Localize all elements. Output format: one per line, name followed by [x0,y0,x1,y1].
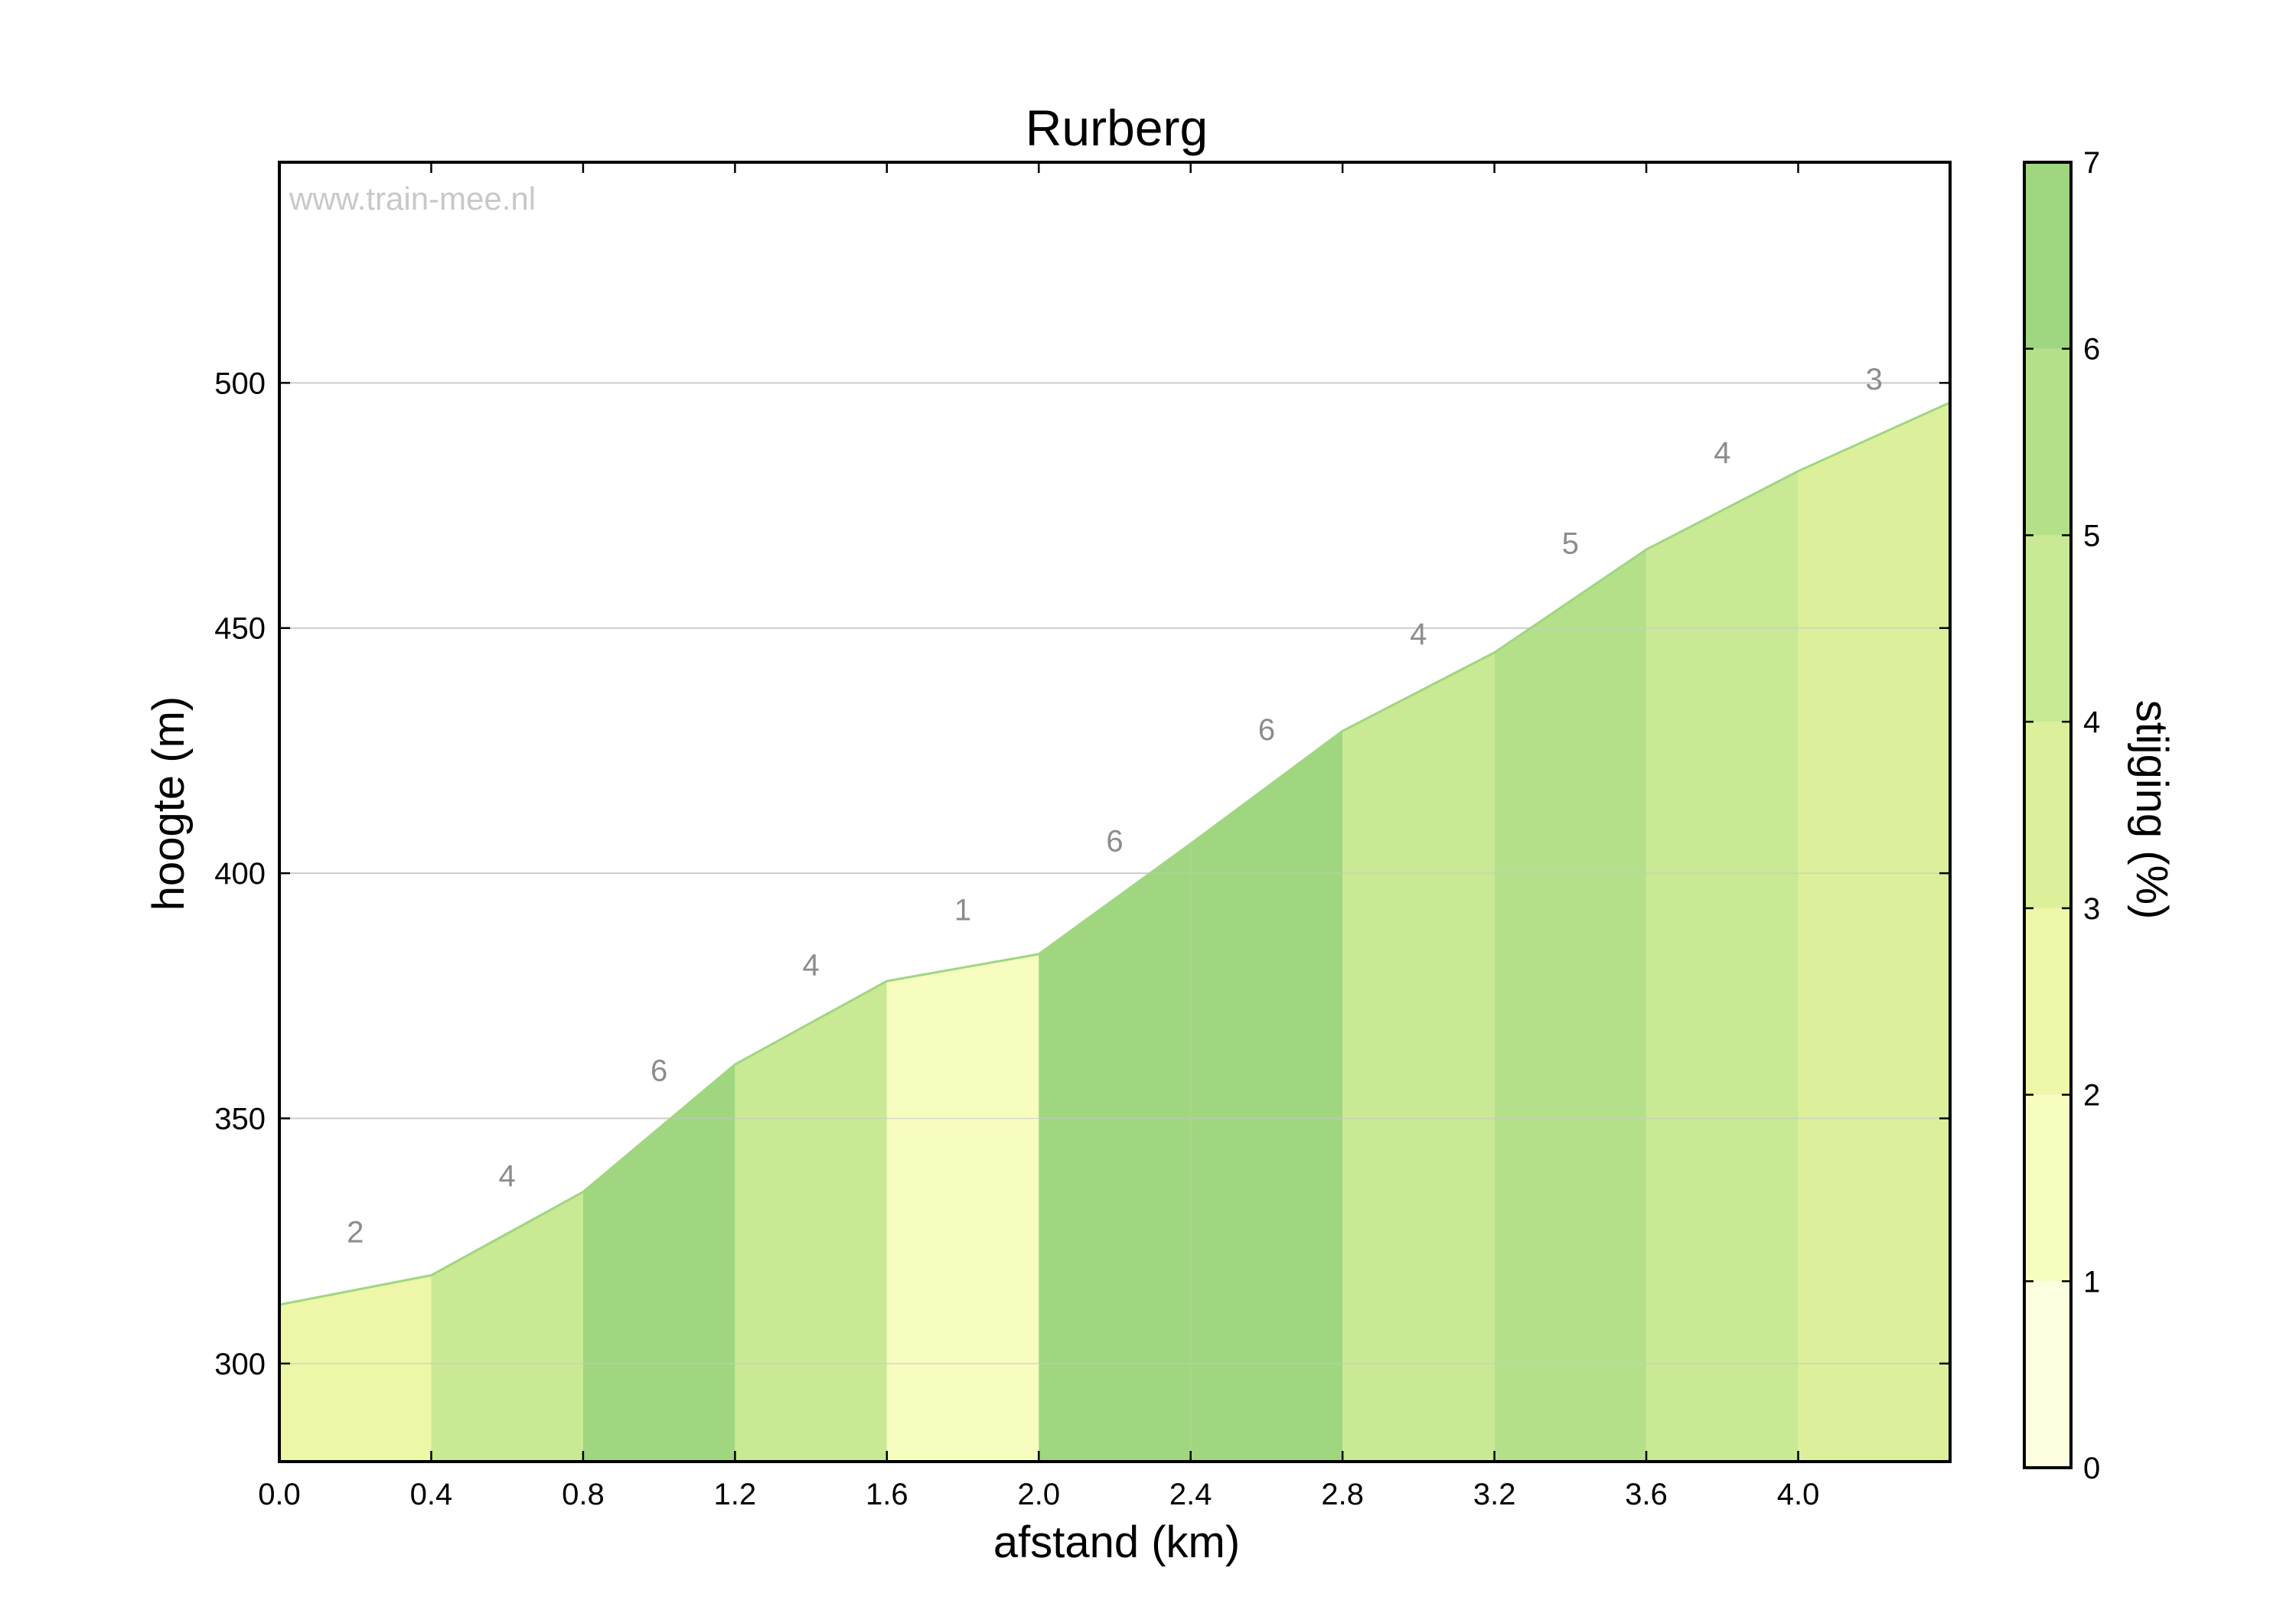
profile-segment [1190,731,1343,1462]
y-tick-label: 300 [214,1348,266,1381]
profile-segment [1494,549,1647,1462]
profile-segment [431,1191,583,1462]
profile-segment [279,1275,432,1462]
plot-area: 2 4 6 4 1 6 6 4 5 4 3 0.0 0.4 0.8 1.2 1.6 2.0 2.4 2.8 3.2 3.… [214,161,1952,1511]
plot-frame [278,161,1952,1463]
colorbar-tick-label: 7 [2083,146,2100,180]
profile-segment [1646,471,1799,1462]
profile-segment [886,953,1039,1462]
x-tick-label: 2.4 [1169,1478,1212,1511]
y-tick-label: 400 [214,857,266,891]
colorbar-label: stijging (%) [2127,700,2177,920]
colorbar-tick-label: 1 [2083,1265,2100,1299]
y-axis-label: hoogte (m) [144,696,194,911]
y-tick-label: 500 [214,367,266,400]
colorbar-tick-label: 5 [2083,519,2100,553]
segment-grade-label: 2 [347,1216,364,1250]
segment-grade-label: 5 [1562,526,1579,560]
colorbar-band [2024,162,2071,349]
x-tick-label: 0.0 [258,1478,301,1511]
colorbar-band [2024,535,2071,722]
x-tick-label: 3.2 [1473,1478,1516,1511]
profile-segment [735,981,887,1462]
colorbar-tick-label: 4 [2083,706,2100,739]
segment-grade-label: 4 [802,949,819,983]
colorbar-band [2024,908,2071,1095]
profile-segment [1798,402,1950,1462]
watermark: www.train-mee.nl [289,181,536,217]
colorbar-frame [2023,161,2073,1469]
colorbar-band [2024,1281,2071,1468]
x-tick-label: 2.0 [1017,1478,1060,1511]
colorbar-tick-label: 3 [2083,892,2100,926]
segment-grade-label: 6 [1258,713,1275,747]
y-tick-label: 350 [214,1102,266,1136]
colorbar-band [2024,722,2071,908]
x-axis-label: afstand (km) [993,1517,1240,1567]
profile-segment [1342,652,1495,1462]
chart-title: Rurberg [1026,99,1208,156]
profile-line [279,401,1951,1306]
colorbar-band [2024,1094,2071,1282]
segment-grade-label: 6 [651,1054,667,1087]
colorbar: 0 1 2 3 4 5 6 7 [2023,146,2100,1485]
segment-grade-label: 6 [1106,825,1123,859]
colorbar-tick-label: 2 [2083,1079,2100,1113]
y-tick-label: 450 [214,612,266,646]
colorbar-band [2024,348,2071,536]
x-tick-label: 4.0 [1777,1478,1820,1511]
segment-grade-label: 4 [499,1159,516,1193]
x-tick-label: 2.8 [1321,1478,1364,1511]
colorbar-tick-label: 6 [2083,333,2100,367]
x-tick-label: 0.8 [562,1478,605,1511]
x-tick-label: 1.6 [866,1478,908,1511]
x-tick-label: 0.4 [410,1478,453,1511]
segment-grade-label: 4 [1714,436,1730,470]
profile-segment [1039,843,1191,1462]
x-tick-label: 1.2 [714,1478,757,1511]
x-tick-label: 3.6 [1625,1478,1668,1511]
segment-grade-label: 3 [1866,363,1883,396]
segment-grade-label: 1 [954,893,971,927]
colorbar-tick-label: 0 [2083,1452,2100,1485]
segment-grade-label: 4 [1410,618,1427,651]
profile-segment [582,1064,735,1462]
